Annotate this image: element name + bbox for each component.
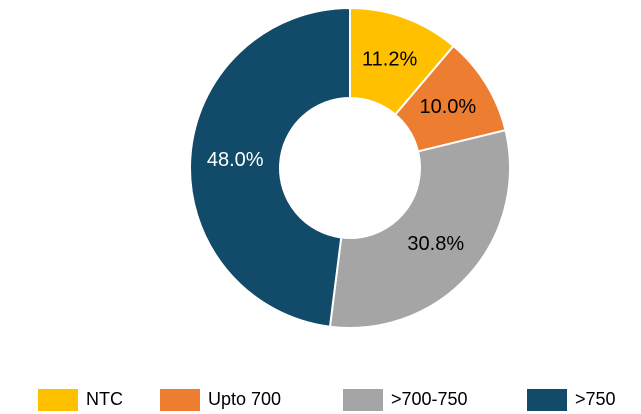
legend-swatch (343, 389, 383, 411)
data-label: 30.8% (407, 233, 464, 255)
legend-label: >700-750 (391, 389, 468, 409)
legend-label: >750 (575, 389, 616, 409)
donut-slice (328, 128, 511, 329)
legend-label: Upto 700 (208, 389, 281, 409)
data-label: 48.0% (207, 149, 264, 171)
donut-slice (189, 6, 351, 328)
legend-swatch (527, 389, 567, 411)
data-label: 11.2% (362, 48, 417, 70)
data-label: 10.0% (420, 96, 477, 118)
legend-label: NTC (86, 389, 123, 409)
legend-swatch (160, 389, 200, 411)
legend-swatch (38, 389, 78, 411)
